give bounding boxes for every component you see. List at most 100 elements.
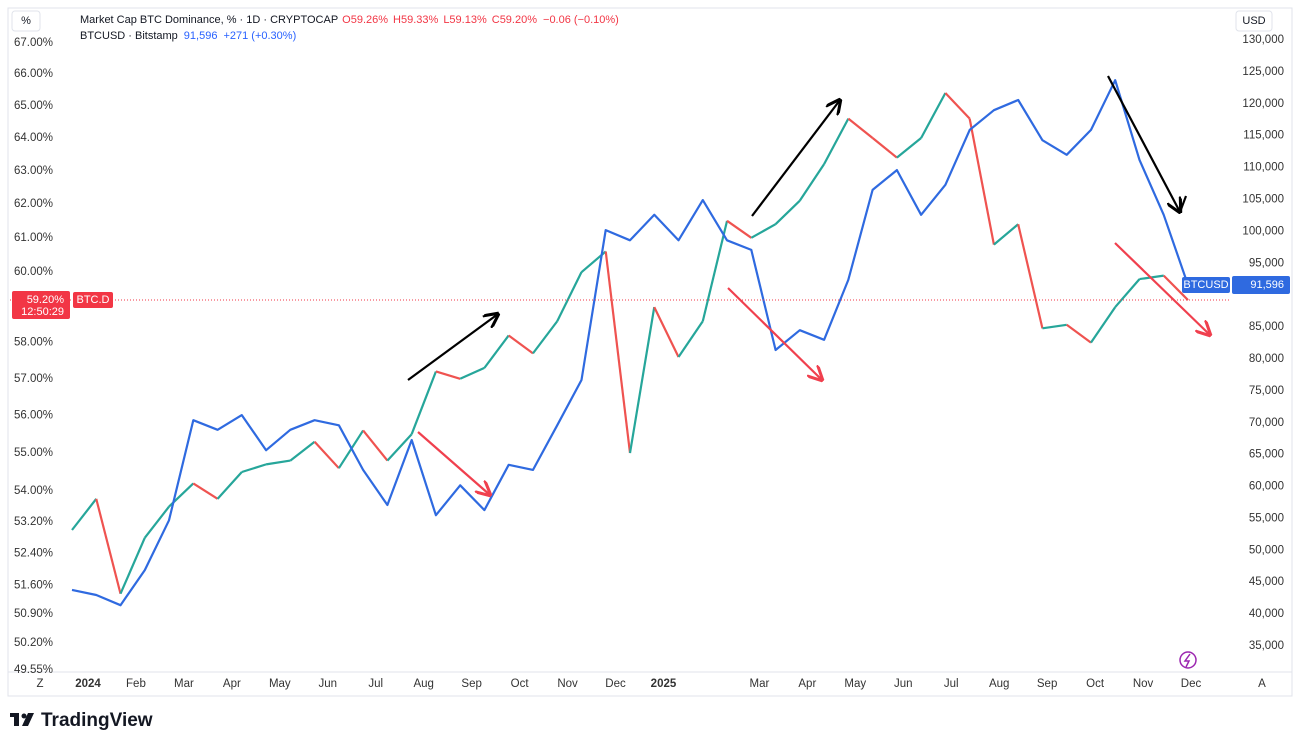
- dominance-segment: [289, 440, 316, 462]
- x-tick-label: Jun: [319, 678, 338, 690]
- dominance-segment: [1114, 278, 1141, 308]
- x-tick-label: Sep: [461, 678, 481, 690]
- x-tick-label: Apr: [223, 678, 241, 690]
- legend-name: BTCUSD · Bitstamp: [80, 30, 178, 42]
- x-tick-label: Aug: [989, 678, 1009, 690]
- dominance-segment: [71, 498, 98, 531]
- dominance-segment: [95, 498, 122, 594]
- y2-tick-label: 130,000: [1242, 34, 1284, 46]
- x-tick-label: Jun: [894, 678, 913, 690]
- ohlc: O59.26%: [342, 14, 388, 26]
- y2-tick-label: 60,000: [1249, 481, 1284, 493]
- y2-tick-label: 95,000: [1249, 257, 1284, 269]
- scale-button[interactable]: A: [1258, 678, 1266, 690]
- dominance-segment: [604, 251, 632, 454]
- y2-tick-label: 65,000: [1249, 449, 1284, 461]
- y2-tick-label: 40,000: [1249, 608, 1284, 620]
- y2-tick-label: 100,000: [1242, 225, 1284, 237]
- dominance-segment: [119, 537, 146, 595]
- dominance-segment: [726, 219, 752, 239]
- y2-tick-label: 125,000: [1242, 66, 1284, 78]
- last-price: 91,596: [184, 30, 218, 42]
- x-tick-label: Jul: [368, 678, 383, 690]
- last-value-tag: [12, 291, 70, 320]
- dominance-segment: [896, 137, 922, 159]
- dominance-segment: [847, 117, 874, 139]
- currency-label: USD: [1242, 15, 1265, 27]
- trend-arrow: [417, 431, 490, 495]
- dominance-segment: [653, 306, 680, 358]
- x-tick-label: 2024: [75, 678, 101, 690]
- ohlc: C59.20%: [492, 14, 537, 26]
- y-tick-label: 49.55%: [14, 664, 53, 676]
- dominance-segment: [628, 306, 656, 454]
- dominance-segment: [192, 482, 219, 500]
- dominance-segment: [216, 471, 243, 500]
- dominance-segment: [750, 223, 777, 239]
- price-line: [71, 79, 1190, 607]
- ohlc: H59.33%: [393, 14, 438, 26]
- x-tick-label: 2025: [651, 678, 677, 690]
- dominance-segment: [798, 163, 826, 202]
- last-value-label: 91,596: [1250, 279, 1284, 291]
- y-tick-label: 50.90%: [14, 608, 53, 620]
- y2-tick-label: 55,000: [1249, 512, 1284, 524]
- currency-button[interactable]: [1235, 10, 1273, 32]
- x-tick-label: Feb: [126, 678, 146, 690]
- trend-arrow: [727, 287, 822, 380]
- y2-tick-label: 50,000: [1249, 544, 1284, 556]
- y-tick-label: 53.20%: [14, 516, 53, 528]
- y2-tick-label: 120,000: [1242, 98, 1284, 110]
- dominance-segment: [143, 505, 170, 539]
- x-tick-label: Mar: [174, 678, 194, 690]
- legend-name: Market Cap BTC Dominance, % · 1D · CRYPT…: [80, 14, 338, 26]
- y2-tick-label: 80,000: [1249, 353, 1284, 365]
- x-tick-label: Apr: [798, 678, 816, 690]
- dominance-segment: [1090, 306, 1117, 344]
- dominance-segment: [410, 371, 437, 435]
- trend-arrow: [1107, 75, 1180, 212]
- y2-tick-label: 75,000: [1249, 385, 1284, 397]
- scale-button[interactable]: Z: [36, 678, 43, 690]
- dominance-segment: [1017, 223, 1044, 329]
- dominance-segment: [701, 220, 729, 322]
- x-tick-label: Aug: [413, 678, 433, 690]
- y-tick-label: 63.00%: [14, 165, 53, 177]
- dominance-segment: [871, 137, 898, 159]
- ohlc: −0.06 (−0.10%): [543, 14, 619, 26]
- y-tick-label: 62.00%: [14, 198, 53, 210]
- dominance-segment: [774, 199, 801, 226]
- y-tick-label: 56.00%: [14, 410, 53, 422]
- y-tick-label: 67.00%: [14, 37, 53, 49]
- series-tag: [1182, 276, 1230, 293]
- plot-area: 67.00% 66.00% 65.00% 64.00% 63.00% 62.00% 61.0…: [10, 34, 1290, 690]
- dominance-segment: [556, 271, 583, 322]
- trend-arrow: [1114, 242, 1210, 335]
- logo-part: [21, 713, 27, 719]
- annotations: [407, 75, 1210, 495]
- legend-line: Market Cap BTC Dominance, % · 1D · CRYPT…: [80, 14, 619, 26]
- dominance-segment: [1042, 323, 1067, 330]
- y-tick-label: 52.40%: [14, 548, 53, 560]
- unit-button[interactable]: [11, 10, 41, 32]
- dominance-segment: [459, 366, 485, 380]
- y-tick-label: 58.00%: [14, 337, 53, 349]
- dominance-segment: [386, 433, 413, 462]
- x-tick-label: Nov: [557, 678, 578, 690]
- x-tick-label: Dec: [605, 678, 626, 690]
- dominance-segment: [968, 118, 995, 245]
- dominance-segment: [993, 223, 1019, 246]
- brand-name: TradingView: [41, 710, 153, 731]
- dominance-segment: [241, 463, 267, 474]
- change: +271 (+0.30%): [223, 30, 296, 42]
- alert-icon[interactable]: [1179, 651, 1197, 669]
- dominance-segment: [362, 429, 389, 462]
- dominance-segment: [677, 320, 704, 358]
- x-tick-label: Oct: [1086, 678, 1105, 690]
- dominance-segment: [435, 370, 461, 380]
- dominance-segment: [1066, 323, 1092, 344]
- series-tag: [73, 292, 113, 309]
- dominance-segment: [313, 440, 340, 469]
- dominance-segment: [823, 118, 850, 165]
